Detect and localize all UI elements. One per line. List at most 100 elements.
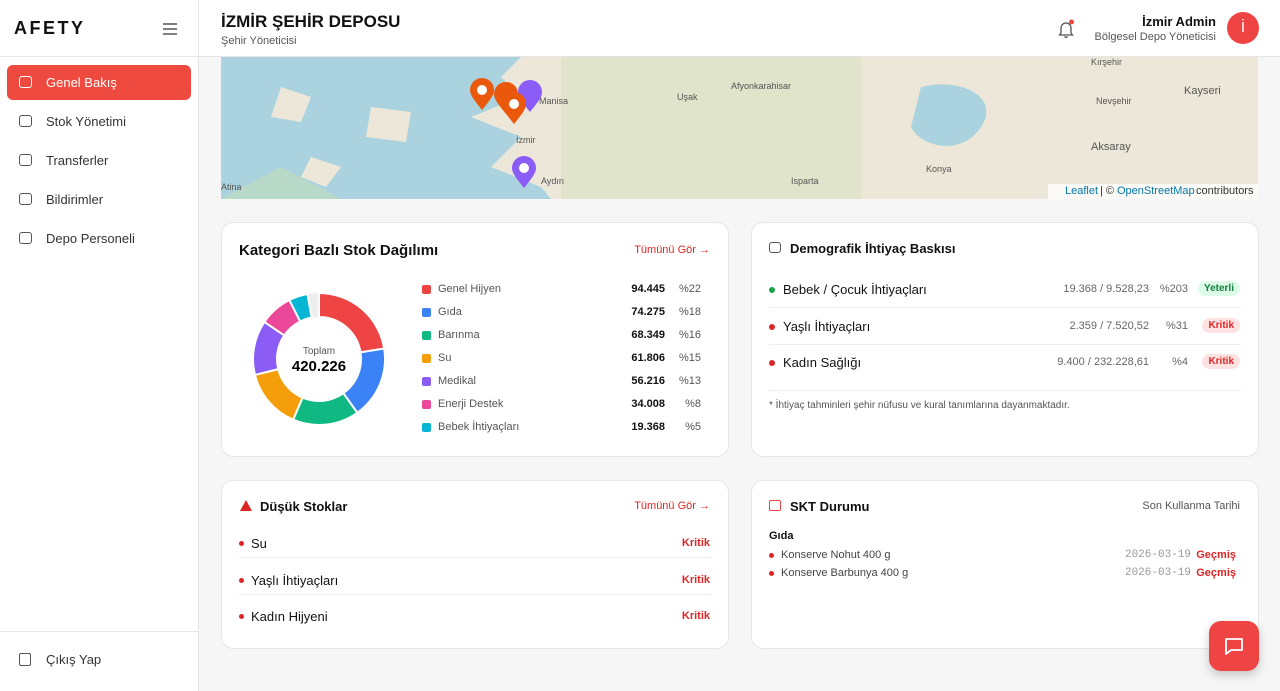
menu-icon: [19, 193, 32, 205]
map-label: Afyonkarahisar: [731, 81, 791, 91]
status-dot: [239, 541, 244, 546]
menu-toggle[interactable]: [162, 22, 178, 36]
notification-bell[interactable]: [1057, 19, 1075, 39]
group-title: Gıda: [769, 530, 794, 542]
menu-item[interactable]: Genel Bakış: [46, 75, 117, 90]
status-dot: [239, 614, 244, 619]
menu-item[interactable]: Transferler: [46, 153, 109, 168]
chat-icon: [1225, 638, 1243, 655]
legend-value: 34.008: [631, 398, 665, 410]
menu-item[interactable]: Stok Yönetimi: [46, 114, 126, 129]
header: [199, 0, 1280, 57]
legend-label: Genel Hijyen: [438, 283, 501, 295]
legend-share: %13: [678, 375, 701, 387]
sidebar: [0, 0, 199, 691]
map-markers[interactable]: [468, 78, 548, 196]
legend-share: %15: [678, 352, 701, 364]
attribution-link[interactable]: OpenStreetMap: [1117, 185, 1195, 197]
menu-item[interactable]: Bildirimler: [46, 192, 104, 207]
map-label: Uşak: [677, 92, 698, 102]
legend-label: Enerji Destek: [438, 398, 504, 410]
logout[interactable]: Çıkış Yap: [46, 652, 102, 667]
need-ratio: 2.359 / 7.520,52: [1069, 319, 1149, 332]
divider: [0, 56, 198, 57]
legend-value: 56.216: [631, 375, 665, 387]
legend-label: Barınma: [438, 329, 480, 341]
legend-value: 94.445: [631, 283, 665, 295]
status-dot: [769, 571, 774, 576]
map-label: Atina: [221, 182, 242, 192]
need-ratio: 19.368 / 9.528,23: [1063, 283, 1149, 295]
item-status: Geçmiş: [1196, 567, 1236, 579]
legend-share: %8: [685, 398, 701, 410]
need-name: Kadın Sağlığı: [783, 355, 862, 370]
legend-value: 74.275: [631, 306, 665, 318]
item-name: Konserve Nohut 400 g: [781, 549, 891, 561]
status-badge: Kritik: [1202, 317, 1240, 333]
row-divider: [239, 557, 711, 558]
item-status: Geçmiş: [1196, 549, 1236, 561]
map-label: Nevşehir: [1096, 96, 1132, 106]
menu-item[interactable]: Depo Personeli: [46, 231, 135, 246]
warning-icon: [240, 500, 252, 511]
brand[interactable]: AFETY: [14, 18, 86, 38]
card-icon: [769, 242, 781, 253]
low-stock-card: [221, 480, 729, 649]
view-all-link[interactable]: Tümünü Gör →: [634, 500, 710, 512]
map-label: İzmir: [516, 135, 536, 145]
footnote: * İhtiyaç tahminleri şehir nüfusu ve kur…: [769, 400, 1070, 411]
page-title: İZMİR ŞEHİR DEPOSU: [221, 12, 401, 31]
row-divider: [239, 593, 711, 595]
legend-share: %16: [678, 329, 701, 341]
row-divider: [769, 390, 1241, 391]
demographic-card: [751, 222, 1259, 457]
legend-share: %18: [678, 306, 701, 318]
status-dot: [769, 287, 775, 293]
map-label: Manisa: [539, 96, 568, 106]
legend-swatch: [422, 331, 431, 340]
legend-swatch: [422, 308, 431, 317]
item-name: Konserve Barbunya 400 g: [781, 567, 909, 579]
status-dot: [769, 553, 774, 558]
card-title: Düşük Stoklar: [260, 499, 348, 514]
menu-icon: [19, 115, 32, 127]
skt-card: [751, 480, 1259, 649]
map[interactable]: Manisa Uşak Afyonkarahisar İzmir Aydın Ispart…: [221, 57, 1258, 199]
user-role: Bölgesel Depo Yöneticisi: [1094, 31, 1216, 43]
attribution-link[interactable]: Leaflet: [1065, 185, 1099, 197]
donut-segment: [318, 291, 386, 354]
stock-status: Kritik: [681, 573, 710, 586]
donut-segment: [288, 292, 313, 323]
card-title: Kategori Bazlı Stok Dağılımı: [239, 242, 439, 259]
legend-swatch: [422, 423, 431, 432]
legend-swatch: [422, 377, 431, 386]
need-percent: %4: [1172, 356, 1188, 368]
chat-button[interactable]: [1209, 621, 1259, 671]
status-badge: Yeterli: [1197, 281, 1240, 296]
legend-value: 61.806: [631, 352, 665, 364]
card-subtitle: Son Kullanma Tarihi: [1142, 500, 1240, 512]
status-dot: [239, 577, 244, 583]
item-date: 2026-03-19: [1124, 567, 1191, 579]
card-title: Demografik İhtiyaç Baskısı: [790, 241, 956, 256]
calendar-icon: [769, 500, 781, 511]
menu-icon: [19, 76, 32, 88]
row-divider: [769, 307, 1241, 308]
donut-segment: [253, 367, 304, 422]
status-dot: [769, 360, 775, 366]
legend-swatch: [422, 285, 431, 294]
map-label: Isparta: [791, 176, 819, 186]
map-label: Aydın: [541, 176, 564, 186]
avatar[interactable]: [1227, 12, 1259, 44]
need-ratio: 9.400 / 232.228,61: [1057, 356, 1149, 368]
active-menu-bg: [7, 65, 191, 100]
avatar-letter[interactable]: İ: [1240, 19, 1246, 36]
card-title: SKT Durumu: [790, 499, 870, 514]
stock-name: Su: [251, 536, 267, 551]
view-all-link[interactable]: Tümünü Gör →: [634, 244, 710, 256]
stock-name: Yaşlı İhtiyaçları: [251, 572, 339, 588]
map-label: Kırşehir: [1091, 57, 1122, 67]
map-label: Aksaray: [1091, 141, 1131, 153]
